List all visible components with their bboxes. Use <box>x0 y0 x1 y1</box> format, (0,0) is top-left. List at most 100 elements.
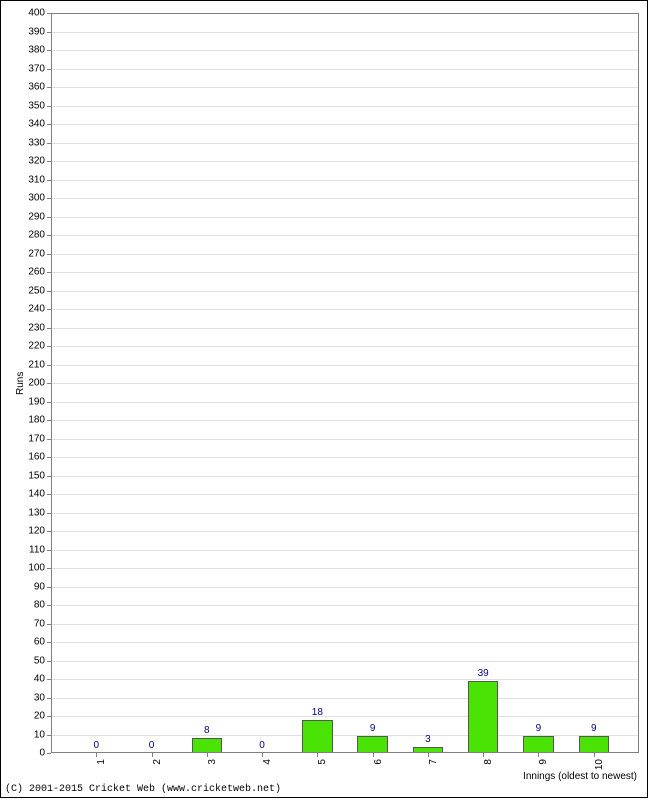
x-tick-label: 3 <box>207 759 218 765</box>
y-tick <box>47 32 51 33</box>
y-gridline <box>51 716 639 717</box>
x-tick-label: 1 <box>96 759 107 765</box>
y-tick-label: 40 <box>34 674 45 685</box>
x-tick <box>483 753 484 757</box>
y-tick <box>47 624 51 625</box>
y-gridline <box>51 402 639 403</box>
y-tick <box>47 642 51 643</box>
y-tick <box>47 346 51 347</box>
bar-value-label: 9 <box>591 723 597 734</box>
bar-value-label: 3 <box>425 734 431 745</box>
x-tick-label: 10 <box>594 759 605 770</box>
chart-frame: 0102030405060708090100110120130140150160… <box>0 0 648 798</box>
y-gridline <box>51 383 639 384</box>
x-tick-label: 5 <box>317 759 328 765</box>
y-tick <box>47 291 51 292</box>
y-gridline <box>51 698 639 699</box>
y-tick <box>47 402 51 403</box>
y-tick-label: 10 <box>34 729 45 740</box>
y-tick <box>47 87 51 88</box>
y-tick-label: 90 <box>34 581 45 592</box>
y-tick <box>47 198 51 199</box>
y-tick <box>47 513 51 514</box>
y-tick <box>47 143 51 144</box>
x-tick <box>96 753 97 757</box>
y-tick-label: 50 <box>34 655 45 666</box>
y-tick <box>47 217 51 218</box>
y-gridline <box>51 235 639 236</box>
x-tick-label: 6 <box>373 759 384 765</box>
y-tick-label: 350 <box>28 100 45 111</box>
y-gridline <box>51 180 639 181</box>
y-tick-label: 270 <box>28 248 45 259</box>
bar-value-label: 0 <box>149 740 155 751</box>
y-tick <box>47 753 51 754</box>
bar <box>302 720 332 753</box>
x-tick-label: 8 <box>483 759 494 765</box>
y-tick-label: 160 <box>28 452 45 463</box>
y-gridline <box>51 605 639 606</box>
x-tick <box>262 753 263 757</box>
y-tick <box>47 550 51 551</box>
y-gridline <box>51 143 639 144</box>
y-gridline <box>51 439 639 440</box>
y-tick-label: 330 <box>28 137 45 148</box>
y-tick <box>47 309 51 310</box>
bar-value-label: 8 <box>204 725 210 736</box>
y-tick-label: 30 <box>34 692 45 703</box>
x-tick <box>428 753 429 757</box>
y-gridline <box>51 50 639 51</box>
y-tick-label: 310 <box>28 174 45 185</box>
y-tick-label: 70 <box>34 618 45 629</box>
y-tick <box>47 13 51 14</box>
y-tick-label: 80 <box>34 600 45 611</box>
y-tick-label: 210 <box>28 359 45 370</box>
y-gridline <box>51 587 639 588</box>
y-tick-label: 60 <box>34 637 45 648</box>
y-tick-label: 280 <box>28 230 45 241</box>
y-tick <box>47 254 51 255</box>
bar-value-label: 18 <box>312 707 323 718</box>
x-tick-label: 2 <box>152 759 163 765</box>
y-tick <box>47 494 51 495</box>
y-gridline <box>51 735 639 736</box>
y-gridline <box>51 272 639 273</box>
y-tick <box>47 476 51 477</box>
bar-value-label: 9 <box>536 723 542 734</box>
y-tick-label: 400 <box>28 8 45 19</box>
y-tick-label: 120 <box>28 526 45 537</box>
y-tick <box>47 439 51 440</box>
y-tick-label: 340 <box>28 119 45 130</box>
y-gridline <box>51 624 639 625</box>
x-tick <box>538 753 539 757</box>
y-tick-label: 230 <box>28 322 45 333</box>
y-gridline <box>51 198 639 199</box>
y-gridline <box>51 642 639 643</box>
y-tick <box>47 587 51 588</box>
y-gridline <box>51 513 639 514</box>
y-tick <box>47 420 51 421</box>
bar-value-label: 9 <box>370 723 376 734</box>
y-tick <box>47 661 51 662</box>
y-tick <box>47 69 51 70</box>
y-gridline <box>51 476 639 477</box>
copyright-text: (C) 2001-2015 Cricket Web (www.cricketwe… <box>5 784 281 795</box>
y-tick-label: 150 <box>28 470 45 481</box>
y-gridline <box>51 550 639 551</box>
y-tick <box>47 698 51 699</box>
x-tick <box>152 753 153 757</box>
y-tick <box>47 605 51 606</box>
y-tick <box>47 180 51 181</box>
y-tick-label: 380 <box>28 45 45 56</box>
y-tick-label: 390 <box>28 26 45 37</box>
y-gridline <box>51 568 639 569</box>
y-gridline <box>51 32 639 33</box>
y-tick <box>47 716 51 717</box>
y-tick-label: 180 <box>28 415 45 426</box>
y-gridline <box>51 679 639 680</box>
x-tick <box>373 753 374 757</box>
plot-area: 0102030405060708090100110120130140150160… <box>51 13 639 753</box>
y-tick <box>47 235 51 236</box>
y-tick <box>47 50 51 51</box>
bar <box>192 738 222 753</box>
